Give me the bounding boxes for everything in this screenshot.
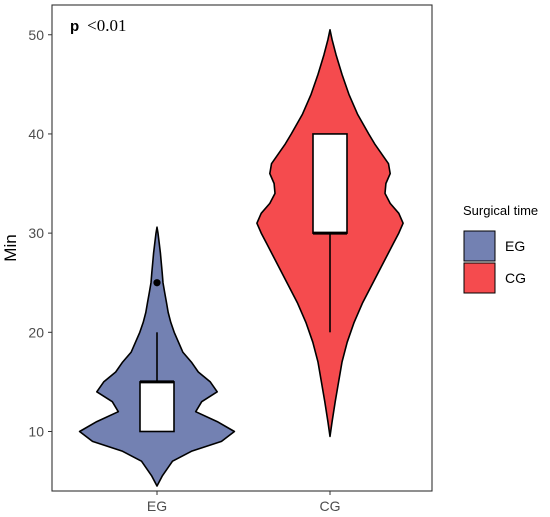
legend-swatch-cg xyxy=(463,262,496,294)
legend: Surgical time EG CG xyxy=(463,203,538,294)
x-tick-label: EG xyxy=(147,498,167,514)
legend-swatch-eg xyxy=(463,230,496,262)
outlier-point-eg xyxy=(153,279,161,287)
legend-label-cg: CG xyxy=(505,270,526,286)
y-tick-label: 40 xyxy=(28,126,44,142)
x-axis: EG CG xyxy=(147,491,341,514)
p-label: p xyxy=(70,18,79,35)
x-tick-label: CG xyxy=(320,498,341,514)
y-tick-label: 30 xyxy=(28,225,44,241)
box-eg xyxy=(139,381,175,433)
p-value: <0.01 xyxy=(87,16,126,35)
violin-layer xyxy=(78,29,404,487)
legend-label-eg: EG xyxy=(505,238,525,254)
y-tick-label: 10 xyxy=(28,423,44,439)
p-value-annotation: p <0.01 xyxy=(70,16,127,35)
y-tick-label: 20 xyxy=(28,324,44,340)
legend-title: Surgical time xyxy=(463,203,538,218)
y-axis-title: Min xyxy=(1,234,20,261)
plot-panel xyxy=(51,4,433,492)
y-axis: 10 20 30 40 50 xyxy=(28,27,52,439)
box-cg xyxy=(312,133,348,234)
y-tick-label: 50 xyxy=(28,27,44,43)
